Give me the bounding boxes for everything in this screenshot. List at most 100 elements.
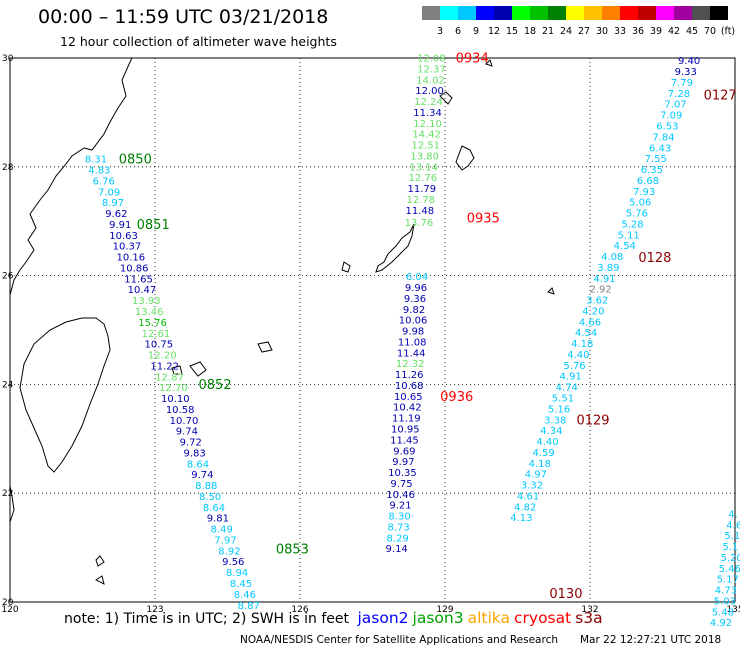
wave-height-value: 5.1	[722, 542, 738, 553]
scale-label: 70	[704, 26, 716, 37]
pass-time-label: 0129	[576, 413, 609, 428]
wave-height-value: 4.97	[525, 470, 547, 481]
scale-unit: (ft)	[721, 26, 735, 37]
wave-values: 8.314.836.767.098.979.629.9110.6310.3710…	[85, 54, 740, 630]
wave-height-value: 12.00	[415, 86, 444, 97]
satellite-s3a: s3a	[575, 609, 603, 627]
wave-height-value: 4.54	[614, 241, 636, 252]
page-subtitle: 12 hour collection of altimeter wave hei…	[60, 34, 337, 49]
wave-height-value: 11.34	[413, 108, 442, 119]
wave-height-value: 10.68	[395, 381, 424, 392]
coastline	[9, 57, 555, 585]
wave-height-value: 7.09	[660, 111, 682, 122]
wave-height-value: 8.88	[195, 481, 217, 492]
wave-height-value: 4.08	[601, 252, 623, 263]
scale-label: 45	[686, 26, 698, 37]
scale-swatch	[440, 6, 458, 20]
scale-swatch	[494, 6, 512, 20]
wave-height-value: 4.82	[514, 502, 536, 513]
lon-tick-label: 129	[436, 605, 453, 615]
wave-height-value: 8.30	[388, 512, 410, 523]
wave-height-value: 4.73	[715, 586, 737, 597]
page-title: 00:00 – 11:59 UTC 03/21/2018	[38, 6, 329, 28]
wave-height-value: 10.47	[128, 285, 157, 296]
scale-swatch	[674, 6, 692, 20]
wave-height-value: 11.44	[397, 348, 426, 359]
wave-height-value: 5.51	[552, 394, 574, 405]
scale-label: 42	[668, 26, 680, 37]
lat-tick-label: 28	[2, 163, 14, 173]
wave-height-value: 12.24	[414, 97, 443, 108]
wave-height-value: 9.21	[389, 501, 411, 512]
scale-swatch	[548, 6, 566, 20]
scale-label: 3	[437, 26, 443, 37]
wave-height-value: 10.58	[166, 405, 195, 416]
satellite-cryosat: cryosat	[514, 609, 572, 627]
wave-height-value: 4.54	[575, 328, 597, 339]
scale-label: 27	[578, 26, 590, 37]
wave-height-value: 12.76	[408, 173, 437, 184]
scale-swatch	[656, 6, 674, 20]
wave-height-value: 9.14	[386, 544, 408, 555]
wave-height-value: 4.40	[567, 350, 589, 361]
wave-height-value: 9.81	[207, 514, 229, 525]
wave-height-value: 9.96	[405, 283, 427, 294]
wave-height-value: 4.91	[593, 274, 615, 285]
wave-height-value: 4.34	[540, 426, 562, 437]
wave-height-value: 5.1	[724, 531, 740, 542]
wave-height-value: 9.56	[222, 557, 244, 568]
wave-height-value: 9.74	[176, 427, 198, 438]
wave-height-value: 8.64	[203, 503, 225, 514]
wave-height-value: 7.79	[671, 78, 693, 89]
wave-height-value: 9.97	[392, 457, 414, 468]
wave-height-value: 8.29	[387, 533, 409, 544]
wave-height-value: 5.06	[629, 198, 651, 209]
wave-height-value: 12.20	[148, 351, 177, 362]
pass-times: 0850 0851 0852 0853 0934 0935 0936 0127 0128 0129…	[119, 52, 737, 602]
wave-height-value: 11.45	[390, 435, 419, 446]
wave-height-value: 5.48	[712, 607, 734, 618]
wave-height-value: 13.80	[410, 151, 439, 162]
wave-height-value: 4.18	[529, 459, 551, 470]
wave-height-value: 8.31	[85, 155, 107, 166]
wave-height-value: 4.13	[510, 513, 532, 524]
wave-height-value: 11.22	[150, 361, 179, 372]
lon-tick-label: 132	[581, 605, 598, 615]
wave-height-value: 5.76	[563, 361, 585, 372]
wave-height-value: 4.91	[560, 372, 582, 383]
wave-height-value: 10.10	[161, 394, 190, 405]
pass-time-label: 0128	[638, 251, 671, 266]
lon-tick-label: 126	[291, 605, 308, 615]
scale-label: 39	[650, 26, 662, 37]
wave-height-value: 8.64	[187, 459, 209, 470]
wave-height-value: 3.32	[521, 481, 543, 492]
pass-time-label: 0851	[137, 218, 170, 233]
wave-height-value: 12.32	[396, 359, 425, 370]
wave-height-value: 12.87	[155, 372, 184, 383]
wave-height-value: 11.19	[392, 414, 421, 425]
scale-label: 21	[542, 26, 554, 37]
wave-height-value: 12.10	[413, 119, 442, 130]
wave-height-value: 7.09	[98, 187, 120, 198]
satellite-altika: altika	[467, 609, 510, 627]
scale-swatch	[692, 6, 710, 20]
scale-label: 18	[524, 26, 536, 37]
wave-height-value: 13.46	[135, 307, 164, 318]
wave-height-value: 13.14	[409, 162, 438, 173]
scale-label: 36	[632, 26, 644, 37]
wave-height-value: 12.70	[159, 383, 188, 394]
scale-swatch	[566, 6, 584, 20]
pass-time-label: 0852	[199, 378, 232, 393]
wave-height-value: 8.73	[387, 522, 409, 533]
wave-height-value: 6.04	[406, 272, 428, 283]
wave-height-value: 9.72	[180, 438, 202, 449]
pass-time-label: 0853	[276, 543, 309, 558]
scale-label: 6	[455, 26, 461, 37]
wave-height-value: 11.26	[395, 370, 424, 381]
wave-height-value: 7.84	[652, 132, 674, 143]
scale-swatch	[530, 6, 548, 20]
wave-height-value: 10.70	[170, 416, 199, 427]
scale-swatch	[710, 6, 728, 20]
scale-swatch	[512, 6, 530, 20]
wave-height-value: 12.51	[411, 141, 440, 152]
